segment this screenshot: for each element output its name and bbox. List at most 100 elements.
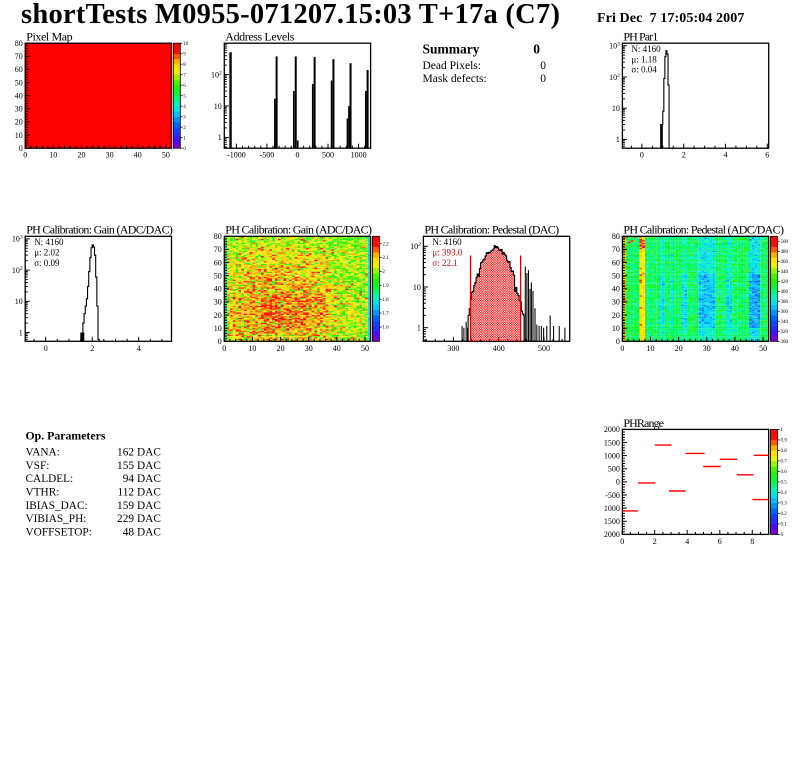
svg-text:0: 0 bbox=[781, 533, 784, 538]
svg-text:1000: 1000 bbox=[351, 151, 367, 160]
svg-text:0.5: 0.5 bbox=[781, 481, 788, 486]
svg-text:155: 155 bbox=[117, 460, 134, 472]
svg-text:shortTests M0955-071207.15:03: shortTests M0955-071207.15:03 T+17a (C7) bbox=[21, 0, 560, 30]
svg-text:70: 70 bbox=[612, 245, 620, 254]
svg-text:PH Calibration: Pedestal (ADC/: PH Calibration: Pedestal (ADC/DAC) bbox=[623, 223, 784, 237]
svg-text:102: 102 bbox=[410, 242, 421, 251]
svg-text:10: 10 bbox=[49, 151, 57, 160]
svg-text:50: 50 bbox=[759, 344, 767, 353]
svg-text:2.1: 2.1 bbox=[382, 256, 389, 261]
svg-text:320: 320 bbox=[781, 330, 789, 335]
svg-text:σ: 0.09: σ: 0.09 bbox=[34, 258, 60, 268]
svg-text:500: 500 bbox=[538, 344, 550, 353]
svg-text:CALDEL:: CALDEL: bbox=[26, 473, 74, 485]
svg-text:IBIAS_DAC:: IBIAS_DAC: bbox=[26, 500, 88, 512]
svg-text:0.2: 0.2 bbox=[781, 512, 788, 517]
svg-text:460: 460 bbox=[781, 260, 789, 265]
svg-text:20: 20 bbox=[612, 311, 620, 320]
svg-text:1.9: 1.9 bbox=[382, 284, 389, 289]
svg-text:0.8: 0.8 bbox=[781, 449, 788, 454]
svg-text:VANA:: VANA: bbox=[26, 447, 60, 459]
svg-text:VIBIAS_PH:: VIBIAS_PH: bbox=[26, 513, 87, 525]
svg-text:20: 20 bbox=[277, 344, 285, 353]
svg-text:94: 94 bbox=[123, 473, 135, 485]
svg-text:300: 300 bbox=[781, 340, 789, 345]
svg-text:40: 40 bbox=[731, 344, 739, 353]
svg-text:-1000: -1000 bbox=[227, 151, 246, 160]
svg-text:162: 162 bbox=[117, 447, 134, 459]
svg-text:50: 50 bbox=[162, 151, 170, 160]
svg-text:2: 2 bbox=[382, 270, 385, 275]
svg-text:0.7: 0.7 bbox=[781, 460, 788, 465]
svg-text:10: 10 bbox=[15, 131, 23, 140]
svg-text:40: 40 bbox=[134, 151, 142, 160]
svg-text:DAC: DAC bbox=[137, 447, 161, 459]
svg-text:500: 500 bbox=[781, 240, 789, 245]
svg-text:0: 0 bbox=[23, 151, 27, 160]
svg-text:0.3: 0.3 bbox=[781, 502, 788, 507]
svg-text:40: 40 bbox=[333, 344, 341, 353]
svg-text:6: 6 bbox=[718, 537, 722, 546]
svg-text:DAC: DAC bbox=[137, 460, 161, 472]
svg-text:1500: 1500 bbox=[604, 517, 620, 526]
svg-text:103: 103 bbox=[609, 42, 620, 51]
svg-text:10: 10 bbox=[413, 283, 421, 292]
svg-text:80: 80 bbox=[15, 39, 23, 48]
svg-text:5: 5 bbox=[183, 94, 186, 99]
svg-text:Op. Parameters: Op. Parameters bbox=[26, 429, 106, 443]
svg-text:2: 2 bbox=[90, 344, 94, 353]
svg-text:1.6: 1.6 bbox=[382, 326, 389, 331]
svg-text:0.9: 0.9 bbox=[781, 439, 788, 444]
svg-text:40: 40 bbox=[214, 285, 222, 294]
svg-text:μ: 2.02: μ: 2.02 bbox=[34, 248, 59, 258]
svg-text:0: 0 bbox=[616, 337, 620, 346]
svg-text:1500: 1500 bbox=[604, 438, 620, 447]
svg-text:480: 480 bbox=[781, 250, 789, 255]
svg-text:μ: 1.18: μ: 1.18 bbox=[631, 54, 657, 64]
svg-text:102: 102 bbox=[609, 73, 620, 82]
svg-text:10: 10 bbox=[15, 297, 23, 306]
svg-text:30: 30 bbox=[106, 151, 114, 160]
svg-text:Summary: Summary bbox=[423, 42, 480, 57]
svg-text:112: 112 bbox=[117, 487, 134, 499]
svg-text:0: 0 bbox=[616, 478, 620, 487]
svg-text:50: 50 bbox=[214, 272, 222, 281]
svg-text:2: 2 bbox=[653, 537, 657, 546]
svg-text:80: 80 bbox=[214, 232, 222, 241]
svg-text:20: 20 bbox=[15, 118, 23, 127]
svg-text:1: 1 bbox=[616, 135, 620, 144]
svg-text:50: 50 bbox=[15, 78, 23, 87]
svg-text:N: 4160: N: 4160 bbox=[432, 237, 462, 247]
svg-text:102: 102 bbox=[12, 266, 23, 275]
svg-text:PH Calibration: Gain (ADC/DAC): PH Calibration: Gain (ADC/DAC) bbox=[26, 223, 173, 237]
svg-text:10: 10 bbox=[647, 344, 655, 353]
svg-text:DAC: DAC bbox=[137, 527, 161, 539]
svg-text:10: 10 bbox=[214, 324, 222, 333]
svg-text:PH Calibration: Gain (ADC/DAC): PH Calibration: Gain (ADC/DAC) bbox=[225, 223, 372, 237]
svg-text:8: 8 bbox=[183, 63, 186, 68]
svg-text:0: 0 bbox=[540, 60, 546, 72]
svg-text:30: 30 bbox=[15, 105, 23, 114]
svg-text:103: 103 bbox=[12, 235, 23, 244]
svg-text:7: 7 bbox=[183, 73, 186, 78]
svg-text:10: 10 bbox=[183, 42, 189, 47]
svg-text:50: 50 bbox=[361, 344, 369, 353]
svg-text:2: 2 bbox=[183, 126, 186, 131]
svg-text:4: 4 bbox=[724, 151, 728, 160]
svg-text:440: 440 bbox=[781, 270, 789, 275]
svg-text:4: 4 bbox=[183, 105, 186, 110]
svg-text:10: 10 bbox=[248, 344, 256, 353]
svg-text:9: 9 bbox=[183, 52, 186, 57]
svg-text:DAC: DAC bbox=[137, 513, 161, 525]
svg-text:3: 3 bbox=[183, 115, 186, 120]
svg-text:μ: 393.0: μ: 393.0 bbox=[432, 248, 462, 258]
svg-text:Dead Pixels:: Dead Pixels: bbox=[423, 60, 481, 72]
svg-text:20: 20 bbox=[214, 311, 222, 320]
svg-text:0.1: 0.1 bbox=[781, 523, 788, 528]
svg-text:Address Levels: Address Levels bbox=[225, 30, 294, 44]
svg-text:Mask defects:: Mask defects: bbox=[423, 73, 487, 85]
svg-text:4: 4 bbox=[685, 537, 689, 546]
svg-text:40: 40 bbox=[612, 285, 620, 294]
svg-text:PH Calibration: Pedestal (DAC): PH Calibration: Pedestal (DAC) bbox=[424, 223, 559, 237]
svg-text:340: 340 bbox=[781, 320, 789, 325]
